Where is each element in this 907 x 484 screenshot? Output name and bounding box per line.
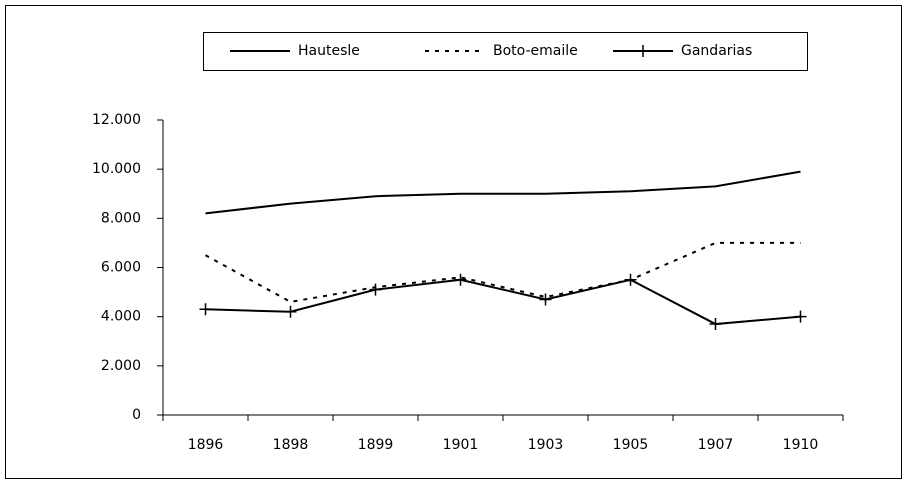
legend-marker: [637, 45, 649, 57]
y-tick-label: 12.000: [92, 112, 141, 128]
series-marker: [284, 305, 297, 318]
x-tick-label: 1907: [698, 437, 734, 453]
y-tick-label: 8.000: [101, 210, 141, 226]
x-tick-label: 1905: [613, 437, 649, 453]
legend-label: Gandarias: [681, 43, 752, 59]
x-tick-label: 1901: [443, 437, 479, 453]
x-tick-label: 1898: [273, 437, 309, 453]
x-tick-label: 1903: [528, 437, 564, 453]
legend-label: Boto-emaile: [493, 43, 578, 59]
legend-label: Hautesle: [298, 43, 360, 59]
y-tick-label: 4.000: [101, 309, 141, 325]
x-tick-label: 1899: [358, 437, 394, 453]
series-marker: [709, 318, 722, 331]
series-marker: [539, 293, 552, 306]
series-marker: [369, 283, 382, 296]
y-tick-label: 6.000: [101, 260, 141, 276]
x-tick-label: 1910: [783, 437, 819, 453]
series-marker: [794, 310, 807, 323]
x-tick-label: 1896: [188, 437, 224, 453]
series-marker: [199, 303, 212, 316]
series-line: [205, 278, 801, 326]
series-marker: [454, 273, 467, 286]
y-tick-label: 10.000: [92, 161, 141, 177]
series-line: [205, 241, 801, 303]
series-marker: [624, 273, 637, 286]
y-tick-label: 2.000: [101, 358, 141, 374]
y-tick-label: 0: [132, 407, 141, 423]
chart-border: [5, 5, 902, 479]
series-line: [205, 170, 801, 215]
legend-box: [203, 32, 808, 71]
